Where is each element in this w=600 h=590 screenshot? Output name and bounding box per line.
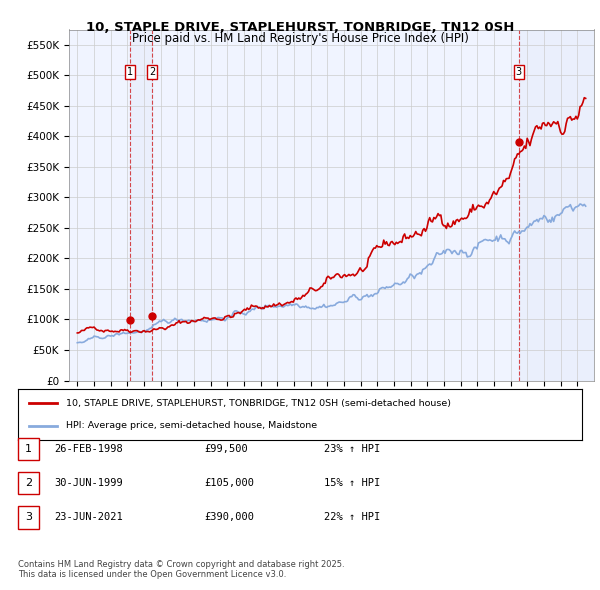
Text: £105,000: £105,000 xyxy=(204,478,254,488)
Text: 10, STAPLE DRIVE, STAPLEHURST, TONBRIDGE, TN12 0SH: 10, STAPLE DRIVE, STAPLEHURST, TONBRIDGE… xyxy=(86,21,514,34)
Text: 23-JUN-2021: 23-JUN-2021 xyxy=(54,513,123,522)
Text: 22% ↑ HPI: 22% ↑ HPI xyxy=(324,513,380,522)
Text: 2: 2 xyxy=(25,478,32,488)
Text: 10, STAPLE DRIVE, STAPLEHURST, TONBRIDGE, TN12 0SH (semi-detached house): 10, STAPLE DRIVE, STAPLEHURST, TONBRIDGE… xyxy=(66,399,451,408)
Text: 1: 1 xyxy=(127,67,133,77)
Text: HPI: Average price, semi-detached house, Maidstone: HPI: Average price, semi-detached house,… xyxy=(66,421,317,430)
Text: 26-FEB-1998: 26-FEB-1998 xyxy=(54,444,123,454)
Bar xyxy=(518,30,594,381)
Text: 3: 3 xyxy=(25,513,32,522)
Text: Contains HM Land Registry data © Crown copyright and database right 2025.
This d: Contains HM Land Registry data © Crown c… xyxy=(18,560,344,579)
Text: £99,500: £99,500 xyxy=(204,444,248,454)
Text: 2: 2 xyxy=(149,67,155,77)
Text: 3: 3 xyxy=(515,67,522,77)
Text: 15% ↑ HPI: 15% ↑ HPI xyxy=(324,478,380,488)
Text: 23% ↑ HPI: 23% ↑ HPI xyxy=(324,444,380,454)
Bar xyxy=(130,30,152,381)
Text: 30-JUN-1999: 30-JUN-1999 xyxy=(54,478,123,488)
Text: 1: 1 xyxy=(25,444,32,454)
Text: Price paid vs. HM Land Registry's House Price Index (HPI): Price paid vs. HM Land Registry's House … xyxy=(131,32,469,45)
Text: £390,000: £390,000 xyxy=(204,513,254,522)
